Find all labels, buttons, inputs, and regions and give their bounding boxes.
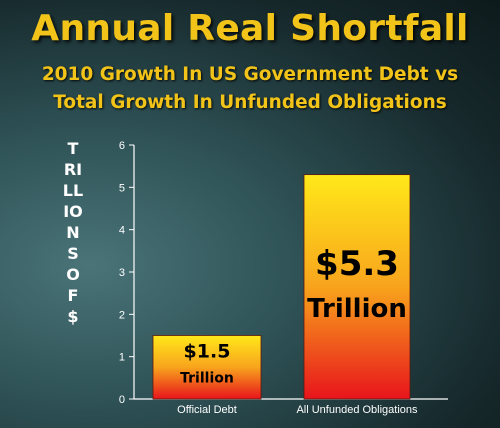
x-tick-label: Official Debt	[177, 404, 237, 416]
data-label-unit: Trillion	[180, 370, 234, 386]
y-axis-label: TRILLIONS OF $	[62, 139, 84, 326]
y-tick-label: 4	[119, 225, 125, 237]
y-tick-label: 1	[119, 352, 125, 364]
y-tick-label: 6	[119, 140, 125, 152]
chart-subtitle-line-2: Total Growth In Unfunded Obligations	[53, 92, 447, 113]
y-tick-label: 5	[119, 182, 125, 194]
y-tick-label: 0	[119, 394, 125, 406]
chart-title: Annual Real Shortfall	[31, 8, 469, 49]
y-tick-label: 2	[119, 309, 125, 321]
bar-1	[152, 335, 262, 400]
y-tick-label: 3	[119, 267, 125, 279]
data-label-amount: $1.5	[184, 340, 231, 362]
data-label-unit: Trillion	[307, 294, 407, 324]
chart-subtitle-line-1: 2010 Growth In US Government Debt vs	[41, 64, 459, 85]
data-label-amount: $5.3	[315, 244, 399, 284]
bar-2	[303, 174, 411, 400]
x-tick-label: All Unfunded Obligations	[296, 404, 418, 416]
